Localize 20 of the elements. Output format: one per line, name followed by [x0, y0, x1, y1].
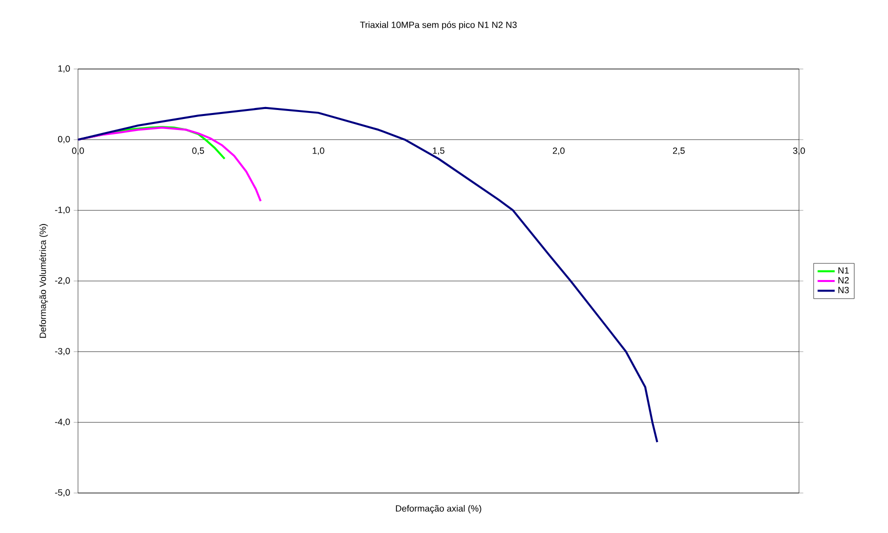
x-axis-title: Deformação axial (%)	[396, 505, 482, 514]
x-tick-label: 3,0	[793, 147, 805, 155]
x-tick-label: 2,0	[552, 147, 565, 155]
x-tick-label: 2,5	[673, 147, 685, 155]
x-tick-label: 1,5	[432, 147, 444, 155]
legend-label: N2	[838, 277, 849, 284]
x-tick-label: 0,5	[192, 147, 204, 155]
legend-label: N3	[838, 286, 849, 294]
x-tick-label: 1,0	[312, 147, 324, 155]
x-tick-label: 0,0	[72, 147, 84, 155]
y-tick-label: 1,0	[58, 65, 70, 73]
y-tick-label: -2,0	[55, 277, 70, 285]
y-tick-label: -1,0	[55, 206, 70, 214]
y-tick-label: -3,0	[55, 348, 70, 356]
y-tick-label: -4,0	[55, 418, 70, 426]
chart-title: Triaxial 10MPa sem pós pico N1 N2 N3	[360, 21, 517, 30]
y-axis-title: Deformação Volumétrica (%)	[39, 224, 48, 338]
legend-label: N1	[838, 267, 849, 274]
y-tick-label: 0,0	[58, 136, 70, 144]
y-tick-label: -5,0	[55, 489, 70, 497]
